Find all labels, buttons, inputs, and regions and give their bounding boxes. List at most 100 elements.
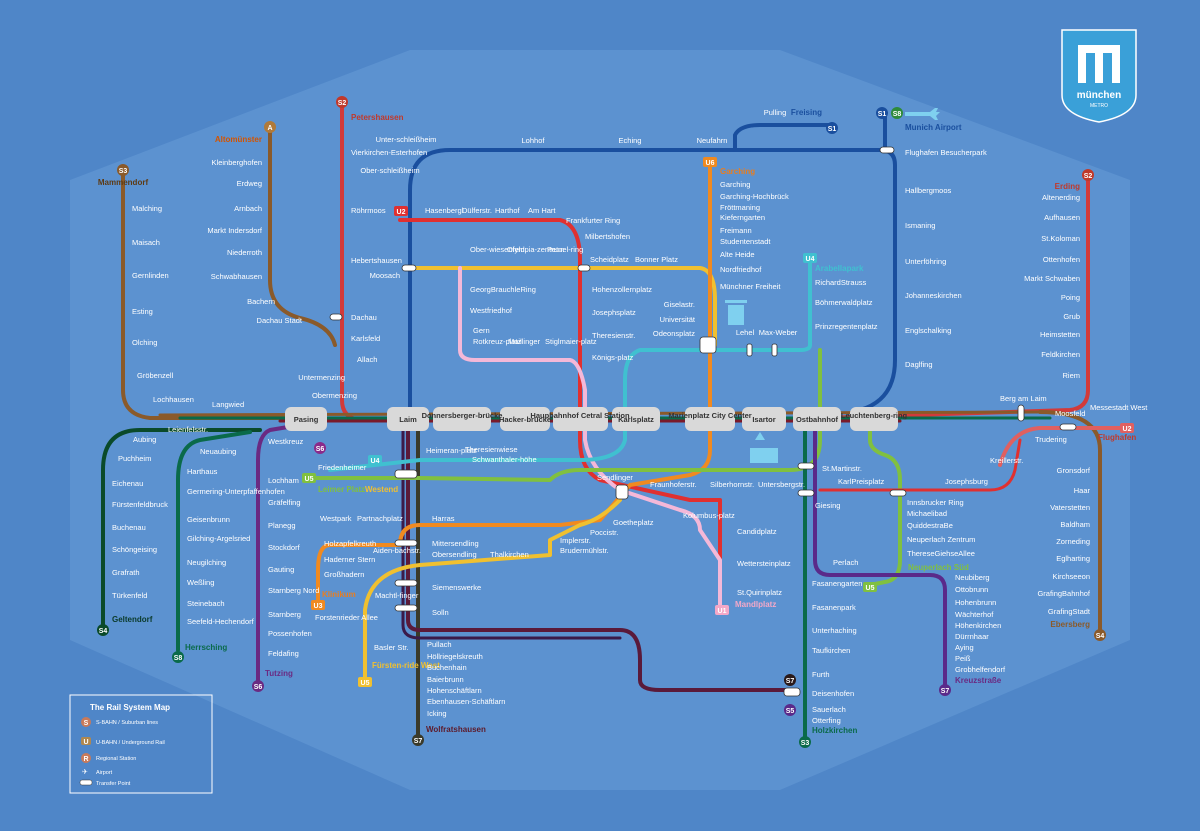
station-label: Machtl-finger bbox=[375, 591, 419, 600]
badge-label: S7 bbox=[414, 738, 423, 745]
terminal-neuperlach-sued: Neuperlach Süd bbox=[908, 563, 969, 572]
badge-label: S3 bbox=[119, 168, 128, 175]
station-label: Ober-schleißheim bbox=[360, 166, 419, 175]
badge-u8 bbox=[863, 582, 877, 592]
station-label: Thalkirchen bbox=[490, 550, 529, 559]
station-label: Deisenhofen bbox=[812, 689, 854, 698]
station-label: St.Martinstr. bbox=[822, 464, 862, 473]
station-label: Nordfriedhof bbox=[720, 265, 762, 274]
transfer-point bbox=[577, 264, 591, 272]
hub-box-donnersberger[interactable] bbox=[433, 407, 491, 431]
station-label: Fasanengarten bbox=[812, 579, 862, 588]
station-label: Neuperlach Zentrum bbox=[907, 535, 975, 544]
hub-box-hbf[interactable] bbox=[553, 407, 608, 431]
station-label: Freimann bbox=[720, 226, 752, 235]
station-label: Stockdorf bbox=[268, 543, 301, 552]
hub-box-laim[interactable] bbox=[387, 407, 429, 431]
badge-label: S8 bbox=[893, 111, 902, 118]
station-label: Josephsplatz bbox=[592, 308, 636, 317]
hub-box-ostbahnhof[interactable] bbox=[793, 407, 841, 431]
station-label: Königs-platz bbox=[592, 353, 634, 362]
badge-s3 bbox=[117, 164, 129, 176]
badge-label: S2 bbox=[1084, 173, 1093, 180]
station-label: Neufahrn bbox=[697, 136, 728, 145]
station-label: Mittersendling bbox=[432, 539, 479, 548]
station-label: Germering-Unterpfaffenhofen bbox=[187, 487, 285, 496]
station-label: Niederroth bbox=[227, 248, 262, 257]
transfers bbox=[329, 146, 1077, 697]
logo: münchen METRO bbox=[1061, 29, 1137, 123]
station-label: Maillinger bbox=[508, 337, 541, 346]
hub-box-leuchtenberg[interactable] bbox=[850, 407, 898, 431]
station-label: Unterföhring bbox=[905, 257, 946, 266]
station-label: Obermenzing bbox=[312, 391, 357, 400]
badge-s4-ebersberg bbox=[1094, 629, 1106, 641]
station-label: Geisenbrunn bbox=[187, 515, 230, 524]
hub-box-marienplatz[interactable] bbox=[685, 407, 735, 431]
badge-label: S1 bbox=[878, 111, 887, 118]
station-label: Holzapfelkreuth bbox=[324, 539, 376, 548]
line-s7-kreuz bbox=[813, 428, 947, 687]
badge-u3-north bbox=[394, 206, 408, 216]
station-label: Leienfelsstr. bbox=[168, 425, 208, 434]
station-label: Basler Str. bbox=[374, 643, 409, 652]
hub-ostbahnhof: Ostbahnhof bbox=[796, 415, 839, 424]
badge-label: U-BAHN / Underground Rail bbox=[96, 740, 165, 746]
station-label: Implerstr. bbox=[560, 536, 591, 545]
station-label: Feldafing bbox=[268, 649, 299, 658]
station-label: Grafrath bbox=[112, 568, 140, 577]
station-label: Haar bbox=[1074, 486, 1091, 495]
station-label: Grub bbox=[1063, 312, 1080, 321]
station-label: Taufkirchen bbox=[812, 646, 850, 655]
station-label: Aubing bbox=[133, 435, 156, 444]
station-label: Röhrmoos bbox=[351, 206, 386, 215]
badge-a bbox=[264, 121, 276, 133]
station-label: Starnberg Nord bbox=[268, 586, 319, 595]
badge-s3-holzkirchen bbox=[799, 736, 811, 748]
hub-box-isartor[interactable] bbox=[742, 407, 786, 431]
terminal-kreuzstrasse: Kreuzstraße bbox=[955, 676, 1002, 685]
station-label: Furth bbox=[812, 670, 830, 679]
line-s1-north bbox=[408, 123, 832, 422]
terminal-wolfratshausen: Wolfratshausen bbox=[426, 725, 486, 734]
station-label: Daglfing bbox=[905, 360, 933, 369]
line-s6-west bbox=[256, 423, 302, 682]
badge-label: S7 bbox=[786, 678, 795, 685]
line-s7-red bbox=[406, 428, 792, 692]
station-label: Allach bbox=[357, 355, 377, 364]
station-label: Partnachplatz bbox=[357, 514, 403, 523]
station-label: Frankfurter Ring bbox=[566, 216, 620, 225]
station-label: Peiß bbox=[955, 654, 971, 663]
hub-box-pasing[interactable] bbox=[285, 407, 327, 431]
station-label: Großhadern bbox=[324, 570, 364, 579]
badge-s8-airport bbox=[891, 107, 903, 119]
badge-s6-tutzing bbox=[252, 680, 264, 692]
badge-s8-herrsching bbox=[172, 651, 184, 663]
station-label: Harras bbox=[432, 514, 455, 523]
badge-u6 bbox=[703, 157, 717, 167]
station-label: Gilching-Argelsried bbox=[187, 534, 250, 543]
station-label: Ottobrunn bbox=[955, 585, 988, 594]
station-label: Prinzregentenplatz bbox=[815, 322, 878, 331]
airport-icon-legend: ✈ bbox=[82, 769, 88, 776]
station-label: Odeonsplatz bbox=[653, 329, 695, 338]
station-label: Westfriedhof bbox=[470, 306, 513, 315]
transfer-point bbox=[394, 604, 418, 612]
station-label: Stiglmaier-platz bbox=[545, 337, 597, 346]
legend-s-symbol bbox=[81, 717, 91, 727]
hub-box-hacker[interactable] bbox=[500, 407, 550, 431]
station-label: Höllriegelskreuth bbox=[427, 652, 483, 661]
station-label: Heimstetten bbox=[1040, 330, 1080, 339]
badge-s6-west bbox=[314, 442, 326, 454]
station-label: Kolumbus-platz bbox=[683, 511, 735, 520]
station-label: Perlach bbox=[833, 558, 858, 567]
badge-label: U3 bbox=[314, 603, 323, 610]
station-label: Ober-wiesenfeld bbox=[470, 245, 525, 254]
legend-box bbox=[69, 694, 213, 794]
hub-box-karlsplatz[interactable] bbox=[612, 407, 660, 431]
station-label: Dülferstr. bbox=[462, 206, 492, 215]
line-s8-west bbox=[176, 430, 252, 652]
badge-u3-south bbox=[311, 600, 325, 610]
station-label: Poccistr. bbox=[590, 528, 618, 537]
station-label: Fraunhoferstr. bbox=[650, 480, 697, 489]
